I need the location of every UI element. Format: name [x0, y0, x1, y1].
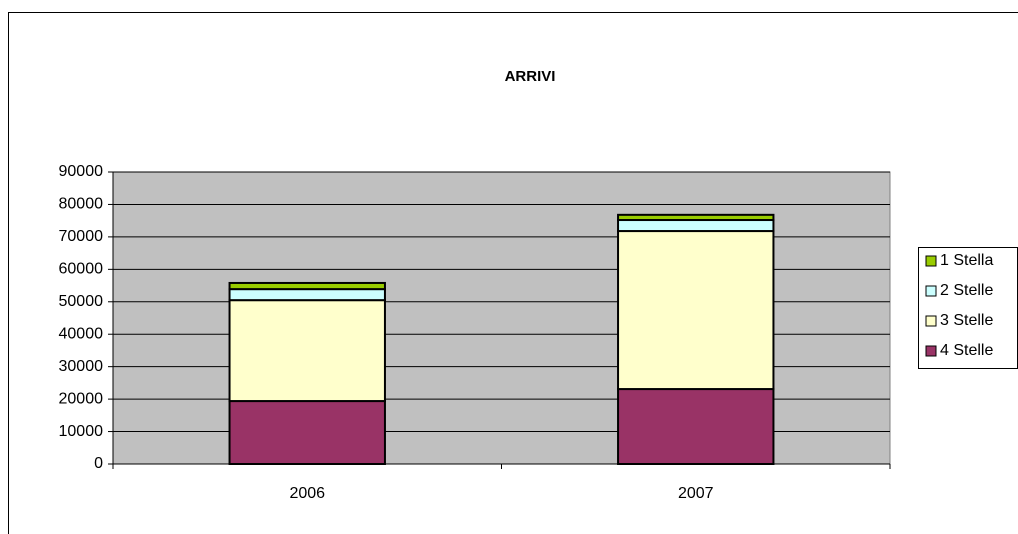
x-tick-label: 2007 [678, 485, 714, 502]
legend-label: 3 Stelle [940, 312, 993, 329]
y-tick-label: 60000 [59, 261, 104, 278]
y-tick-label: 70000 [59, 228, 104, 245]
y-tick-label: 10000 [59, 423, 104, 440]
y-tick-label: 40000 [59, 325, 104, 342]
y-tick-label: 80000 [59, 196, 104, 213]
bar-segment [617, 230, 775, 391]
y-tick-label: 30000 [59, 358, 104, 375]
bar-segment [228, 299, 386, 403]
legend-label: 1 Stella [940, 252, 993, 269]
legend-swatch [925, 285, 937, 297]
legend-label: 4 Stelle [940, 342, 993, 359]
chart-title: ARRIVI [505, 68, 556, 85]
legend-swatch [925, 255, 937, 267]
legend-swatch [925, 315, 937, 327]
legend-label: 2 Stelle [940, 282, 993, 299]
bar-segment [617, 219, 775, 233]
legend-swatch [925, 345, 937, 357]
x-tick-label: 2006 [289, 485, 325, 502]
y-tick-label: 20000 [59, 390, 104, 407]
bar-segment [228, 400, 386, 465]
bar-segment [228, 288, 386, 302]
bar-segment [617, 213, 775, 222]
y-tick-label: 90000 [59, 163, 104, 180]
y-tick-label: 0 [94, 455, 103, 472]
y-tick-label: 50000 [59, 293, 104, 310]
bar-segment [617, 388, 775, 466]
bar-segment [228, 281, 386, 291]
